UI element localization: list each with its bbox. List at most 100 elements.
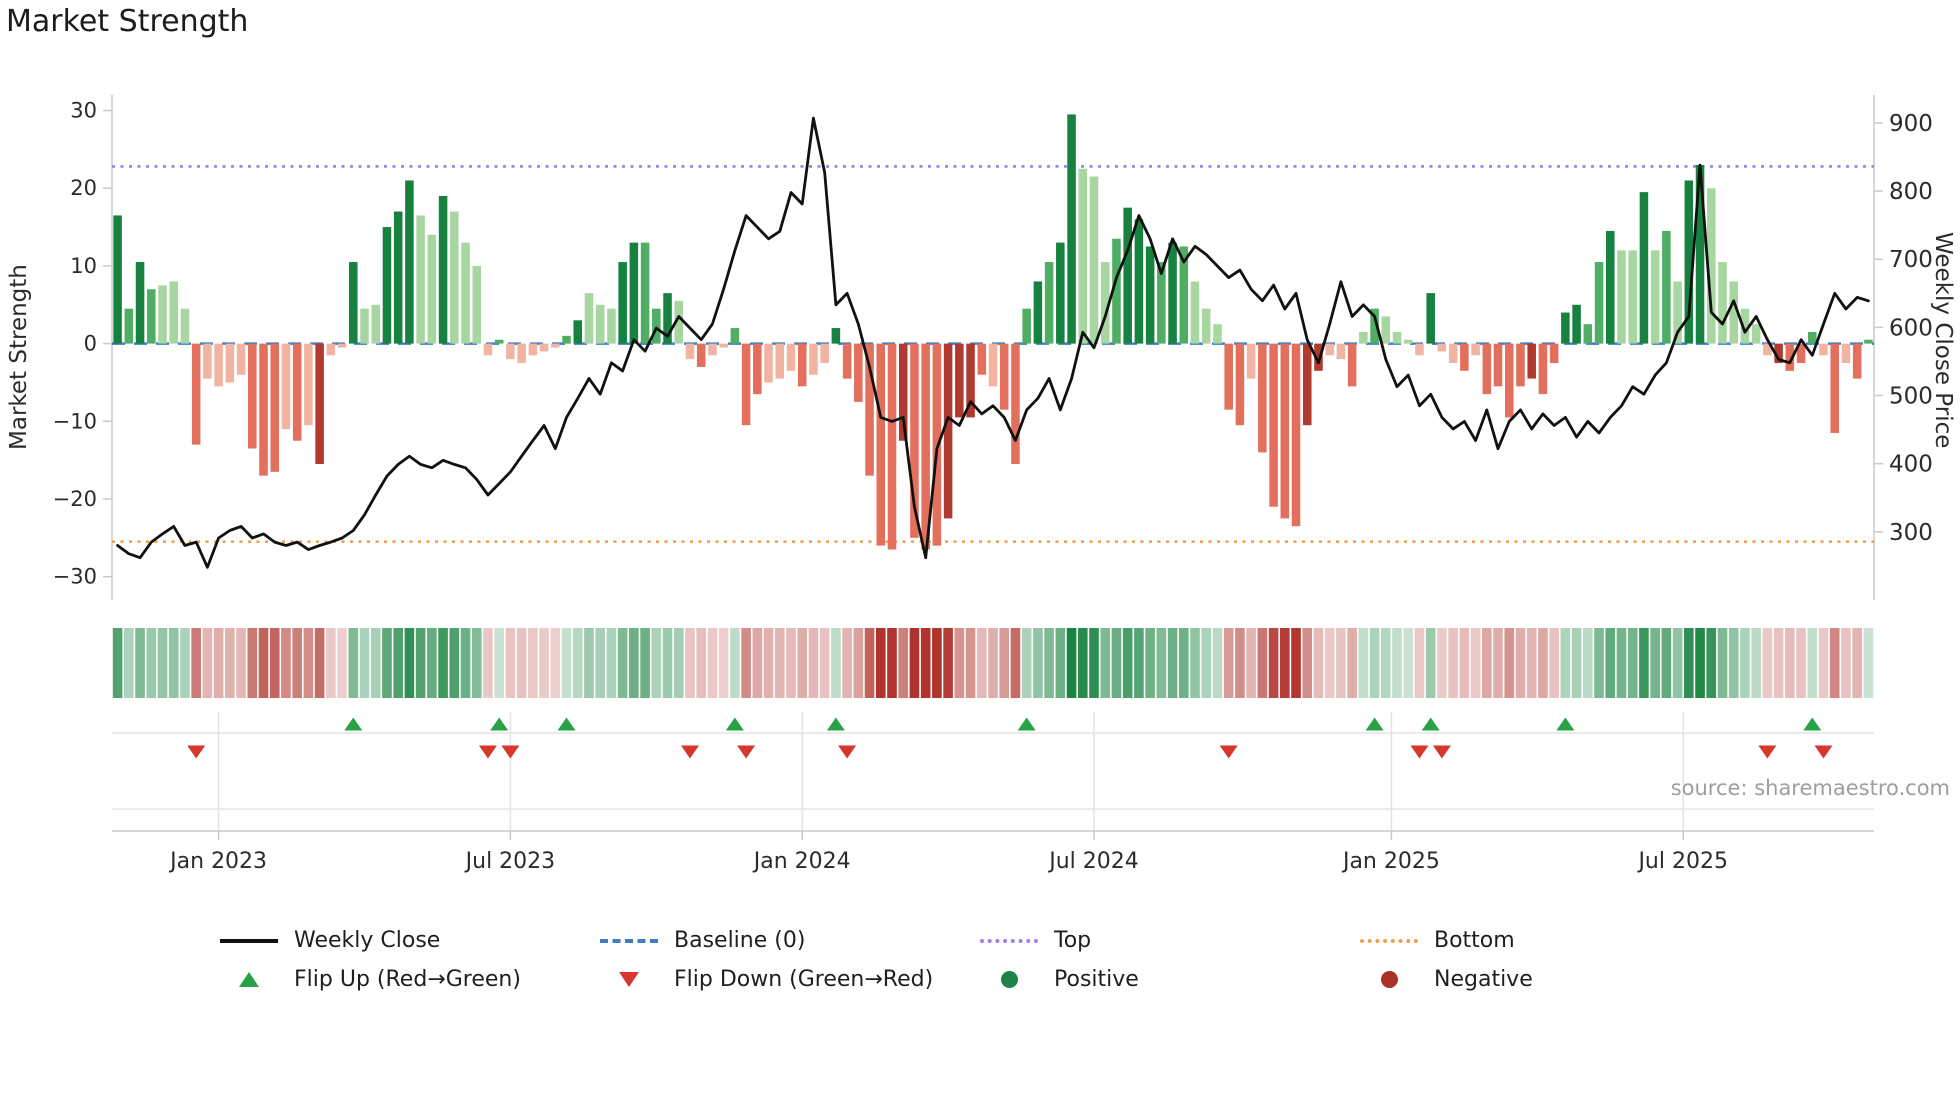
strength-bar (1852, 343, 1862, 379)
strength-bar (1179, 246, 1189, 344)
strength-bar (1561, 312, 1570, 344)
heatmap-cell (965, 628, 976, 698)
strength-bar (1639, 192, 1649, 344)
right-tick-label: 400 (1889, 452, 1933, 478)
strength-bar (147, 289, 156, 344)
strength-bar (809, 343, 818, 375)
strength-bar (674, 300, 684, 344)
strength-bar (1493, 343, 1503, 387)
strength-bar (337, 343, 347, 348)
heatmap-cell (1347, 628, 1357, 698)
heatmap-cell (831, 628, 841, 698)
heatmap-cell (1605, 628, 1616, 698)
heatmap-cell (1661, 628, 1672, 698)
left-tick-label: −30 (53, 565, 97, 589)
negative-dot-icon (1360, 971, 1418, 988)
strength-bar (1246, 343, 1256, 379)
strength-bar (1291, 343, 1301, 527)
strength-bar (1022, 308, 1031, 344)
flip-up-marker (1365, 717, 1384, 731)
strength-bar (1044, 262, 1054, 344)
heatmap-cell (146, 628, 157, 698)
heatmap-cell (1751, 628, 1761, 698)
strength-bar (1684, 180, 1694, 344)
heatmap-cell (1560, 628, 1571, 698)
heatmap-cell (1010, 628, 1021, 698)
legend-label: Baseline (0) (674, 928, 806, 953)
heatmap-cell (1448, 628, 1458, 698)
strength-bar (797, 343, 807, 387)
flip-down-marker (1432, 745, 1451, 759)
heatmap-cell (1684, 628, 1694, 698)
heatmap-cell (1437, 628, 1447, 698)
strength-bar (393, 211, 403, 344)
heatmap-cell (359, 628, 370, 698)
heatmap-cell (651, 628, 662, 698)
heatmap-cell (1504, 628, 1515, 698)
heatmap-cell (954, 628, 965, 698)
heatmap-cell (1538, 628, 1548, 698)
heatmap-cell (561, 628, 572, 698)
heatmap-cell (1268, 628, 1279, 698)
flip-down-marker (1219, 745, 1238, 759)
right-tick-label: 800 (1889, 179, 1933, 205)
heatmap-cell (875, 628, 886, 698)
heatmap-cell (281, 628, 291, 698)
flip-down-marker (1814, 745, 1833, 759)
heatmap-cell (112, 628, 123, 698)
strength-bar (1134, 219, 1144, 344)
heatmap-cell (999, 628, 1010, 698)
strength-bar (1785, 343, 1795, 371)
legend-item-weekly-close: Weekly Close (220, 928, 600, 953)
right-tick-label: 900 (1889, 111, 1933, 137)
heatmap-cell (168, 628, 179, 698)
strength-bar (1819, 343, 1828, 356)
left-tick-label: 30 (70, 99, 97, 123)
strength-bar (1112, 238, 1121, 344)
heatmap-cell (1324, 628, 1335, 698)
heatmap-cell (1594, 628, 1604, 698)
strength-bar (573, 320, 583, 344)
heatmap-cell (1773, 628, 1784, 698)
strength-bar (382, 227, 392, 344)
strength-bar (887, 343, 897, 550)
heatmap-cell (1122, 628, 1133, 698)
strength-bar (618, 262, 627, 344)
strength-bar (1583, 324, 1593, 344)
heatmap-cell (258, 628, 269, 698)
strength-bar (898, 343, 908, 441)
heatmap-cell (1549, 628, 1559, 698)
legend-label: Flip Down (Green→Red) (674, 967, 934, 992)
heatmap-cell (898, 628, 909, 698)
strength-bar (349, 262, 358, 344)
strength-bar (1269, 343, 1278, 507)
strength-bar (1673, 281, 1682, 344)
strength-bar (1516, 343, 1525, 387)
strength-bar (1808, 331, 1817, 344)
x-tick-label: Jul 2025 (1636, 849, 1728, 874)
heatmap-cell (1627, 628, 1638, 698)
strength-bar (1157, 262, 1166, 344)
heatmap-cell (1650, 628, 1660, 698)
flip-up-icon (220, 972, 278, 987)
strength-bar (584, 293, 594, 344)
strength-bar (326, 343, 336, 356)
heatmap-cell (326, 628, 336, 698)
heatmap-cell (932, 628, 942, 698)
strength-bar (1213, 324, 1222, 344)
heatmap-cell (1055, 628, 1066, 698)
strength-bar (450, 211, 459, 344)
strength-bar (921, 343, 930, 550)
left-tick-label: −10 (53, 409, 97, 433)
heatmap-cell (1100, 628, 1111, 698)
strength-bar (1201, 308, 1211, 344)
legend-item-baseline: Baseline (0) (600, 928, 980, 953)
strength-bar (1280, 343, 1290, 519)
heatmap-cell (606, 628, 617, 698)
price-line (116, 116, 1870, 569)
strength-bar (405, 180, 414, 344)
flip-down-marker (1758, 745, 1777, 759)
heatmap-cell (774, 628, 785, 698)
strength-bar (999, 343, 1009, 410)
